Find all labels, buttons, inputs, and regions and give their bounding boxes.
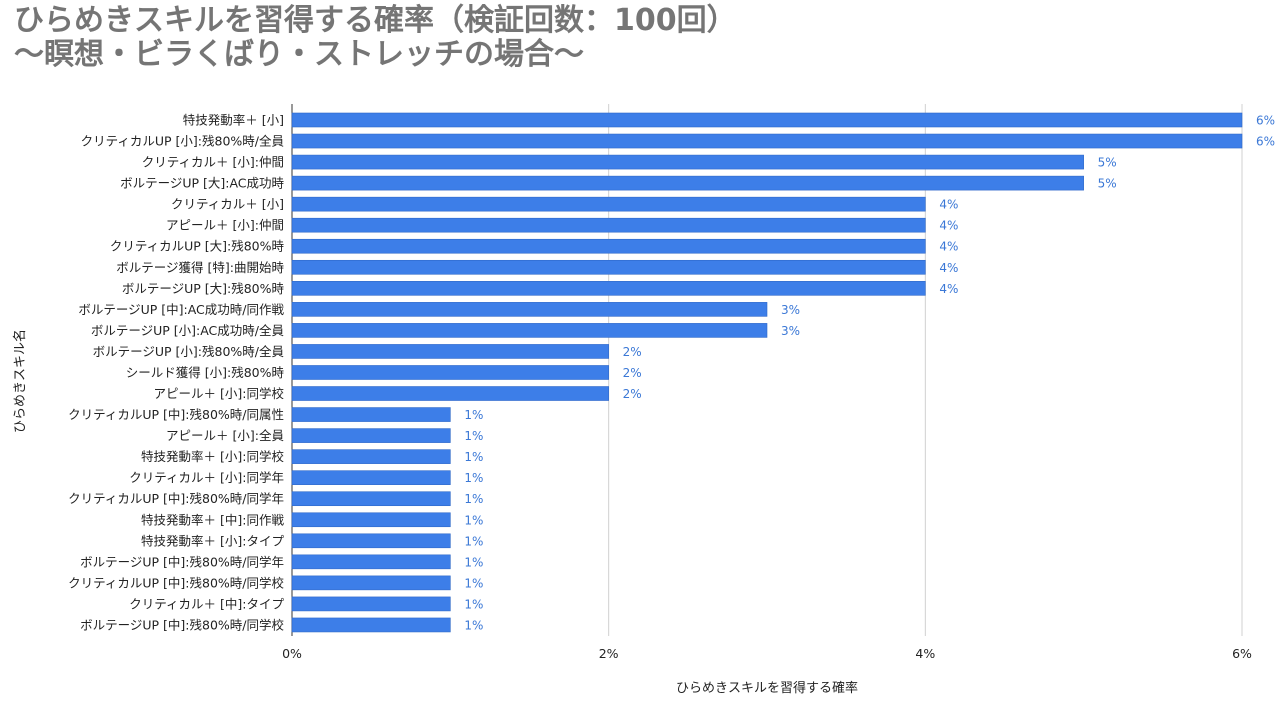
category-label-12: シールド獲得 [小]:残80%時 xyxy=(126,365,285,380)
bar-4 xyxy=(291,196,926,212)
data-label-11: 2% xyxy=(623,345,642,359)
category-label-15: アピール＋ [小]:全員 xyxy=(166,428,284,443)
bar-19 xyxy=(291,512,451,528)
data-label-23: 1% xyxy=(464,597,483,611)
category-label-19: 特技発動率＋ [中]:同作戦 xyxy=(141,512,284,527)
category-label-0: 特技発動率＋ [小] xyxy=(183,113,284,128)
bar-21 xyxy=(291,554,451,570)
bar-18 xyxy=(291,491,451,507)
data-label-16: 1% xyxy=(464,450,483,464)
data-label-8: 4% xyxy=(939,282,958,296)
category-label-5: アピール＋ [小]:仲間 xyxy=(166,218,284,233)
bar-5 xyxy=(291,217,926,233)
chart-title: ひらめきスキルを習得する確率（検証回数：100回） 〜瞑想・ビラくばり・ストレッ… xyxy=(14,4,737,72)
category-label-23: クリティカル＋ [中]:タイプ xyxy=(129,596,284,611)
category-label-8: ボルテージUP [大]:残80%時 xyxy=(122,281,285,296)
category-label-14: クリティカルUP [中]:残80%時/同属性 xyxy=(68,407,284,422)
data-label-15: 1% xyxy=(464,429,483,443)
category-label-16: 特技発動率＋ [小]:同学校 xyxy=(141,449,284,464)
bar-6 xyxy=(291,238,926,254)
data-label-14: 1% xyxy=(464,408,483,422)
bar-24 xyxy=(291,617,451,633)
data-label-12: 2% xyxy=(623,366,642,380)
y-axis-title: ひらめきスキル名 xyxy=(12,329,28,433)
bars xyxy=(291,112,1243,633)
category-label-11: ボルテージUP [小]:残80%時/全員 xyxy=(93,344,285,359)
data-label-5: 4% xyxy=(939,219,958,233)
data-label-2: 5% xyxy=(1098,156,1117,170)
category-label-17: クリティカル＋ [小]:同学年 xyxy=(129,470,284,485)
chart-title-line-1: ひらめきスキルを習得する確率（検証回数：100回） xyxy=(14,3,737,38)
category-label-4: クリティカル＋ [小] xyxy=(171,197,284,212)
bar-20 xyxy=(291,533,451,549)
category-label-18: クリティカルUP [中]:残80%時/同学年 xyxy=(68,491,284,506)
category-label-22: クリティカルUP [中]:残80%時/同学校 xyxy=(68,575,284,590)
data-label-3: 5% xyxy=(1098,177,1117,191)
bar-14 xyxy=(291,407,451,422)
category-label-24: ボルテージUP [中]:残80%時/同学校 xyxy=(80,617,284,632)
category-label-20: 特技発動率＋ [小]:タイプ xyxy=(141,533,284,548)
data-label-22: 1% xyxy=(464,576,483,590)
bar-23 xyxy=(291,596,451,612)
chart-title-line-2: 〜瞑想・ビラくばり・ストレッチの場合〜 xyxy=(14,37,584,72)
bar-17 xyxy=(291,470,451,485)
category-label-13: アピール＋ [小]:同学校 xyxy=(154,386,285,401)
category-label-10: ボルテージUP [小]:AC成功時/全員 xyxy=(91,323,285,338)
x-tick-label-0: 0% xyxy=(282,646,302,661)
bar-13 xyxy=(291,386,609,401)
bar-11 xyxy=(291,344,609,359)
data-label-4: 4% xyxy=(939,198,958,212)
bar-2 xyxy=(291,154,1084,170)
category-label-3: ボルテージUP [大]:AC成功時 xyxy=(120,176,284,191)
bar-8 xyxy=(291,281,926,296)
data-label-13: 2% xyxy=(623,387,642,401)
data-label-6: 4% xyxy=(939,240,958,254)
category-label-9: ボルテージUP [中]:AC成功時/同作戦 xyxy=(78,302,284,317)
bar-12 xyxy=(291,365,609,380)
data-label-20: 1% xyxy=(464,534,483,548)
data-label-7: 4% xyxy=(939,261,958,275)
x-tick-label-3: 6% xyxy=(1232,646,1252,661)
bar-9 xyxy=(291,302,768,317)
bar-15 xyxy=(291,428,451,443)
category-label-7: ボルテージ獲得 [特]:曲開始時 xyxy=(116,260,284,275)
x-axis-title: ひらめきスキルを習得する確率 xyxy=(676,680,858,696)
bar-10 xyxy=(291,323,768,338)
data-label-19: 1% xyxy=(464,513,483,527)
category-label-6: クリティカルUP [大]:残80%時 xyxy=(110,239,285,254)
x-tick-label-1: 2% xyxy=(599,646,619,661)
x-tick-label-2: 4% xyxy=(915,646,935,661)
bar-7 xyxy=(291,259,926,275)
data-label-17: 1% xyxy=(464,471,483,485)
category-label-2: クリティカル＋ [小]:仲間 xyxy=(142,155,284,170)
bar-22 xyxy=(291,575,451,591)
bar-16 xyxy=(291,449,451,464)
data-label-0: 6% xyxy=(1256,114,1275,128)
bar-0 xyxy=(291,112,1243,128)
category-label-1: クリティカルUP [小]:残80%時/全員 xyxy=(81,134,285,149)
x-axis-ticks: 0% 2% 4% 6% xyxy=(282,646,1252,661)
data-label-21: 1% xyxy=(464,555,483,569)
data-label-24: 1% xyxy=(464,618,483,632)
bar-3 xyxy=(291,175,1084,191)
data-labels: 6% 6% 5% 5% 4% 4% 4% 4% 4% 3% 3% 2% 2% 2% 1% 1% 1% 1% 1% 1%… xyxy=(464,114,1275,633)
bar-1 xyxy=(291,133,1243,149)
data-label-9: 3% xyxy=(781,303,800,317)
data-label-1: 6% xyxy=(1256,135,1275,149)
data-label-10: 3% xyxy=(781,324,800,338)
data-label-18: 1% xyxy=(464,492,483,506)
category-label-21: ボルテージUP [中]:残80%時/同学年 xyxy=(80,554,284,569)
